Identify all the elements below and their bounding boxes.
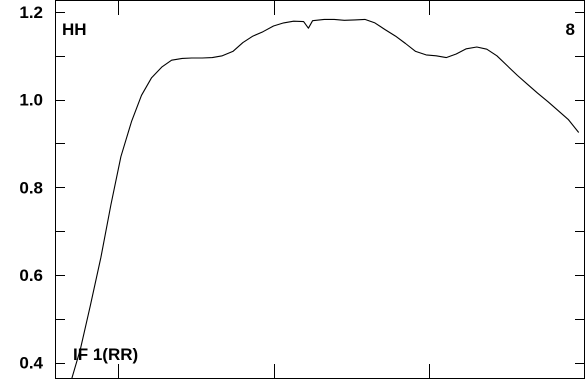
annotation-top-right: 8 <box>566 20 575 39</box>
y-tick-label: 1.2 <box>19 3 43 22</box>
y-tick-label: 0.4 <box>19 354 43 373</box>
annotation-bottom-left: IF 1(RR) <box>73 345 138 364</box>
series-group <box>71 18 580 379</box>
y-tick-label: 1.0 <box>19 91 43 110</box>
annotation-top-left: HH <box>62 20 87 39</box>
plot-frame <box>55 0 585 379</box>
y-tick-label: 0.6 <box>19 266 43 285</box>
axis-ticks <box>56 1 584 378</box>
y-tick-labels: 0.4 0.6 0.8 1.0 1.2 <box>19 3 43 373</box>
series-line <box>71 18 580 379</box>
y-tick-label: 0.8 <box>19 178 43 197</box>
